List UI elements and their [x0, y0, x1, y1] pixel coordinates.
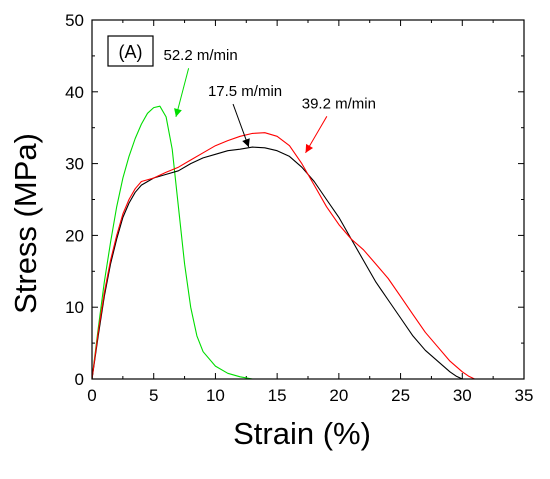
ticks-layer: 0 5 10 15 20 25 30 35 0 10 20 30 40 50 — [65, 11, 533, 405]
panel-label-box: (A) — [107, 35, 154, 67]
x-tick-label: 0 — [87, 386, 96, 405]
series-layer — [91, 105, 475, 380]
x-tick-label: 20 — [329, 386, 348, 405]
curve-label: 39.2 m/min — [302, 95, 376, 112]
x-tick-label: 25 — [391, 386, 410, 405]
annotation-arrowhead — [174, 108, 182, 117]
curve-label: 17.5 m/min — [208, 83, 282, 100]
x-tick-label: 30 — [453, 386, 472, 405]
curve-label: 52.2 m/min — [164, 47, 238, 64]
y-tick-label: 0 — [75, 370, 84, 389]
panel-label-frame — [107, 35, 154, 67]
x-tick-label: 5 — [149, 386, 158, 405]
y-tick-label: 20 — [65, 226, 84, 245]
series-line-17-5-m-min — [91, 146, 463, 380]
annotation-arrow-line — [175, 68, 190, 118]
y-tick-label: 30 — [65, 155, 84, 174]
x-tick-label: 10 — [206, 386, 225, 405]
plot-frame — [91, 19, 525, 380]
x-tick-label: 35 — [515, 386, 534, 405]
annotation-arrowhead — [305, 143, 314, 153]
annotation-arrowhead — [242, 138, 250, 148]
series-line-52-2-m-min — [91, 105, 253, 380]
x-tick-label: 15 — [268, 386, 287, 405]
y-tick-label: 10 — [65, 298, 84, 317]
y-axis-title: Stress (MPa) — [8, 133, 43, 314]
y-tick-label: 40 — [65, 83, 84, 102]
annotations-layer: 52.2 m/min 17.5 m/min 39.2 m/min — [164, 47, 376, 154]
x-axis-title: Strain (%) — [233, 416, 371, 451]
y-tick-label: 50 — [65, 11, 84, 30]
panel-label: (A) — [119, 42, 143, 62]
series-line-39-2-m-min — [91, 132, 475, 380]
